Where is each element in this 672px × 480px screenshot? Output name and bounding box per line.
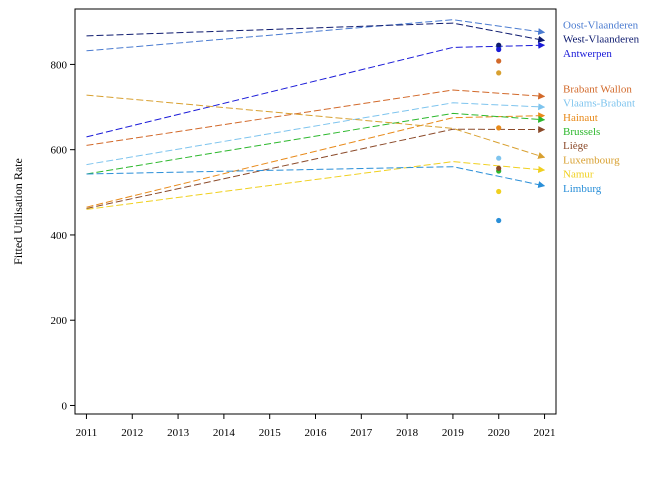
series-line-west-vlaanderen [86,22,546,43]
series-line-antwerpen [86,41,546,138]
legend-label-hainaut: Hainaut [563,112,598,124]
y-tick-label: 800 [51,59,68,71]
x-tick-label: 2021 [534,427,556,439]
series-line-oost-vlaanderen [86,19,546,52]
plot-frame [74,8,557,415]
legend-label-brussels: Brussels [563,126,600,138]
y-tick-label: 0 [62,400,68,412]
series-line-brabant-wallon [86,89,546,146]
x-tick-label: 2017 [350,427,373,439]
series-line-namur [86,161,546,210]
legend-label-brabant-wallon: Brabant Wallon [563,83,632,95]
point-2020-luxembourg [496,70,502,76]
x-tick-label: 2014 [213,427,236,439]
series-line-hainaut [86,112,546,208]
series-lines [86,19,546,210]
point-2020-namur [496,188,502,195]
legend-label-oost-vlaanderen: Oost-Vlaanderen [563,19,639,31]
x-tick-label: 2019 [442,427,465,439]
series-line-limburg [86,166,546,189]
y-tick-label: 400 [51,230,68,242]
legend-label-west-vlaanderen: West-Vlaanderen [563,34,640,46]
series-line-vlaams-brabant [86,102,546,166]
legend-label-namur: Namur [563,169,594,181]
y-tick-label: 600 [51,145,68,157]
series-line-liege [86,126,546,209]
point-2020-hainaut [496,125,502,131]
point-2020-west-vlaanderen [496,42,502,48]
y-tick-label: 200 [51,315,68,327]
legend-label-luxembourg: Luxembourg [563,154,620,166]
x-tick-label: 2015 [259,427,282,439]
series-line-luxembourg [86,94,546,159]
point-2020-antwerpen [496,46,502,53]
y-axis-title: Fitted Utilisation Rate [11,158,25,265]
x-tick-label: 2018 [396,427,419,439]
axes: 0 200 400 600 800 2011 2012 2013 2014 2015 2016 201… [51,8,557,439]
x-tick-label: 2016 [305,427,328,439]
points-2020 [496,42,502,224]
legend-label-vlaams-brabant: Vlaams-Brabant [563,98,635,110]
point-2020-liege [496,165,502,171]
legend-label-limburg: Limburg [563,183,602,195]
series-line-brussels [86,112,546,175]
point-2020-vlaams-brabant [496,155,502,161]
legend-label-liege: Liège [563,140,588,152]
point-2020-brabant-wallon [496,58,502,64]
x-tick-label: 2012 [121,427,143,439]
legend: Oost-Vlaanderen West-Vlaanderen Antwerpen B… [563,19,640,194]
point-2020-limburg [496,217,502,224]
legend-label-antwerpen: Antwerpen [563,48,612,60]
x-tick-label: 2011 [76,427,98,439]
x-tick-label: 2013 [167,427,190,439]
x-tick-label: 2020 [488,427,511,439]
